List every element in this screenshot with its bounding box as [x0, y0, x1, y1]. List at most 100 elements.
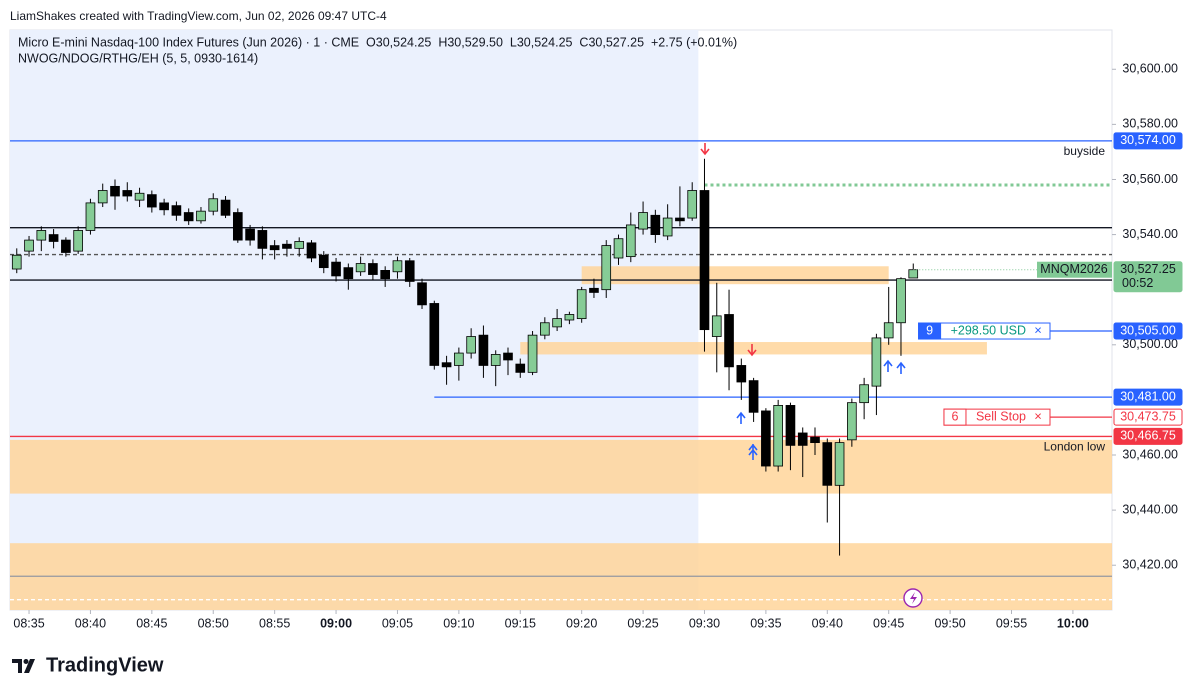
y-tick-label: 30,560.00 — [1122, 172, 1178, 186]
y-tick-label: 30,600.00 — [1122, 62, 1178, 76]
x-tick-label: 08:55 — [259, 616, 290, 630]
x-tick-label: 09:15 — [505, 616, 536, 630]
symbol-label: MNQM2026 — [1040, 262, 1107, 276]
candle-body — [699, 190, 710, 331]
candle-body — [748, 380, 759, 413]
candle-body — [834, 442, 845, 486]
x-tick-label: 09:50 — [934, 616, 965, 630]
order-qty-box — [918, 322, 942, 340]
candle-body — [540, 322, 550, 336]
candle-body — [908, 269, 919, 279]
candle-body — [73, 230, 83, 252]
candle-body — [343, 267, 354, 280]
session-shade — [10, 30, 699, 610]
candle-body — [797, 432, 808, 446]
candle-body — [220, 199, 231, 216]
x-tick-label: 10:00 — [1057, 616, 1089, 630]
candle-body — [24, 239, 34, 252]
candle-body — [331, 261, 341, 277]
y-tick-label: 30,420.00 — [1122, 558, 1178, 572]
candle-body — [355, 263, 366, 273]
x-tick-label: 09:00 — [320, 616, 352, 630]
event-icon-bolt — [910, 592, 917, 604]
price-label-box — [1113, 427, 1183, 445]
candle-body — [822, 442, 833, 486]
candle-body — [896, 278, 906, 324]
price-label-box — [1113, 408, 1183, 426]
candle-body — [294, 241, 305, 249]
order-label[interactable]: +298.50 USD 9 × — [918, 322, 1051, 340]
x-tick-label: 09:10 — [443, 616, 474, 630]
level-note: buyside — [1064, 144, 1106, 158]
order-close[interactable]: × — [1034, 409, 1042, 424]
candle-body — [650, 214, 661, 235]
candle-body — [368, 263, 378, 275]
x-tick-label: 09:45 — [873, 616, 904, 630]
x-tick-label: 09:05 — [382, 616, 413, 630]
buy-arrow — [748, 443, 758, 460]
order-qty-box — [943, 408, 967, 426]
buy-arrow — [736, 411, 746, 424]
price-label: 30,473.75 — [1120, 409, 1176, 423]
price-label: 30,527.25 — [1120, 262, 1176, 276]
candle-body — [675, 217, 685, 222]
candle-body — [515, 363, 526, 373]
credit: LiamShakes created with TradingView.com,… — [10, 9, 387, 23]
candle-body — [97, 190, 108, 204]
x-tick-label: 08:45 — [136, 616, 167, 630]
candle-body — [232, 212, 243, 241]
plot-area: 30,600.00 30,580.00 30,560.00 30,540.00 30,5… — [9, 29, 1183, 630]
candle-body — [417, 282, 427, 306]
candle-body — [883, 322, 894, 339]
price-label: 30,574.00 — [1120, 133, 1176, 147]
buy-arrow — [896, 361, 906, 374]
order-qty: 9 — [926, 323, 933, 337]
candle-body — [441, 362, 452, 368]
symbol-box — [1037, 261, 1112, 278]
candle-body — [761, 410, 771, 467]
candle-body — [269, 245, 280, 251]
candle-body — [785, 405, 796, 446]
candle-body — [527, 334, 538, 373]
candle-body — [183, 212, 194, 222]
order-close[interactable]: × — [1034, 322, 1042, 337]
candle-body — [736, 365, 747, 383]
candle-body — [257, 230, 268, 249]
countdown: 00:52 — [1122, 276, 1153, 290]
y-tick-label: 30,460.00 — [1122, 447, 1178, 461]
candle-body — [159, 202, 169, 211]
candle-body — [687, 190, 698, 219]
candle-body — [318, 254, 329, 269]
zone — [581, 266, 889, 285]
candle-body — [85, 202, 96, 231]
chart-title: Micro E-mini Nasdaq-100 Index Futures (J… — [18, 35, 737, 49]
candle-body — [122, 190, 133, 197]
candle-body — [589, 287, 599, 293]
x-tick-label: 09:35 — [750, 616, 781, 630]
price-label: 30,466.75 — [1120, 429, 1176, 443]
candle-body — [306, 242, 317, 259]
order-label[interactable]: Sell Stop 6 × — [943, 408, 1051, 426]
brand-logo-dot — [23, 659, 29, 664]
order-text: +298.50 USD — [951, 323, 1026, 337]
candle-body — [859, 384, 869, 404]
sell-arrow — [700, 143, 710, 156]
overlay: LiamShakes created with TradingView.com,… — [10, 9, 923, 676]
candle-body — [48, 234, 59, 242]
candle-body — [404, 260, 415, 282]
candle-body — [773, 405, 783, 467]
price-label: 30,481.00 — [1120, 389, 1176, 403]
brand: TradingView — [46, 654, 164, 676]
x-tick-label: 09:55 — [996, 616, 1027, 630]
x-tick-label: 09:30 — [689, 616, 720, 630]
candle-body — [147, 194, 157, 208]
x-tick-label: 08:50 — [198, 616, 229, 630]
candle-body — [196, 210, 206, 222]
candle-body — [810, 436, 820, 444]
candle-body — [711, 315, 722, 337]
candle-body — [724, 314, 734, 368]
x-tick-label: 09:40 — [812, 616, 843, 630]
candle-body — [282, 243, 292, 249]
y-tick-label: 30,440.00 — [1122, 502, 1178, 516]
